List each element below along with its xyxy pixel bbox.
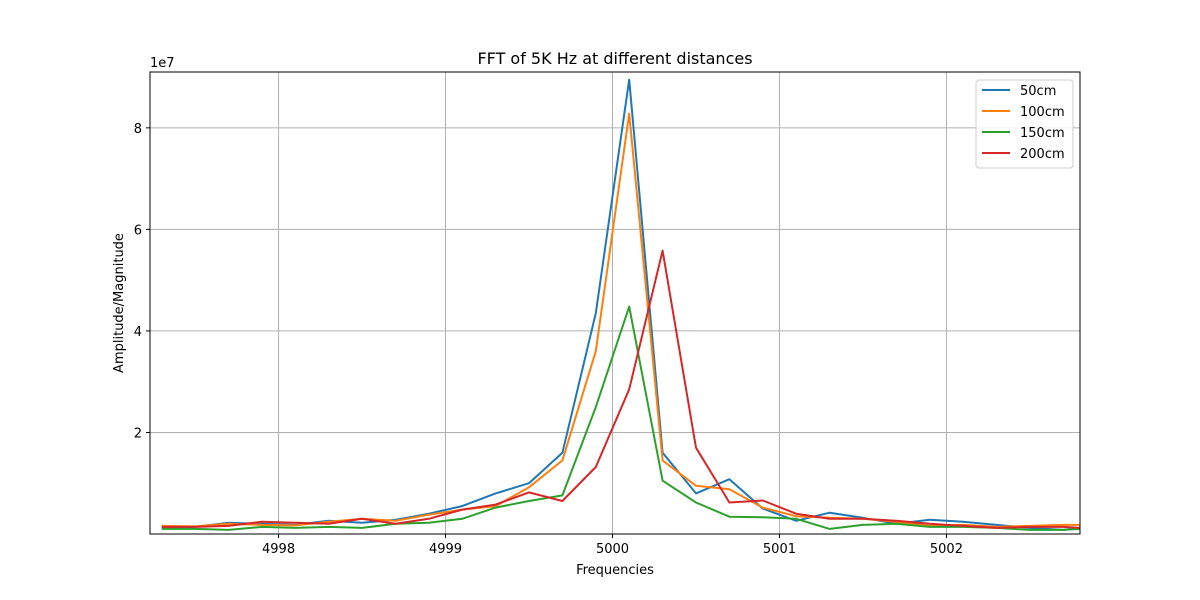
legend-label-200cm: 200cm bbox=[1020, 147, 1065, 162]
axis-ticks: 4998 4999 5000 5001 5002 2 4 6 8 bbox=[134, 122, 963, 557]
x-tick-label: 4999 bbox=[429, 542, 462, 557]
y-tick-label: 6 bbox=[134, 223, 142, 238]
y-offset-label: 1e7 bbox=[150, 56, 175, 71]
y-tick-label: 8 bbox=[134, 122, 142, 137]
legend-label-150cm: 150cm bbox=[1020, 126, 1065, 141]
x-tick-label: 4998 bbox=[262, 542, 295, 557]
y-axis-label: Amplitude/Magnitude bbox=[112, 233, 127, 373]
x-tick-label: 5001 bbox=[763, 542, 796, 557]
grid bbox=[150, 72, 1080, 534]
legend-label-100cm: 100cm bbox=[1020, 105, 1065, 120]
y-tick-label: 2 bbox=[134, 426, 142, 441]
series-lines bbox=[161, 78, 1081, 531]
legend: 50cm 100cm 150cm 200cm bbox=[975, 79, 1074, 169]
x-axis-label: Frequencies bbox=[576, 563, 654, 578]
series-line-200cm bbox=[161, 249, 1081, 529]
legend-label-50cm: 50cm bbox=[1020, 84, 1056, 99]
x-tick-label: 5000 bbox=[596, 542, 629, 557]
y-tick-label: 4 bbox=[134, 325, 142, 340]
chart-title: FFT of 5K Hz at different distances bbox=[477, 49, 752, 68]
plot-area-frame bbox=[149, 71, 1081, 535]
legend-box bbox=[975, 79, 1074, 169]
series-line-150cm bbox=[161, 305, 1081, 531]
x-tick-label: 5002 bbox=[930, 542, 963, 557]
